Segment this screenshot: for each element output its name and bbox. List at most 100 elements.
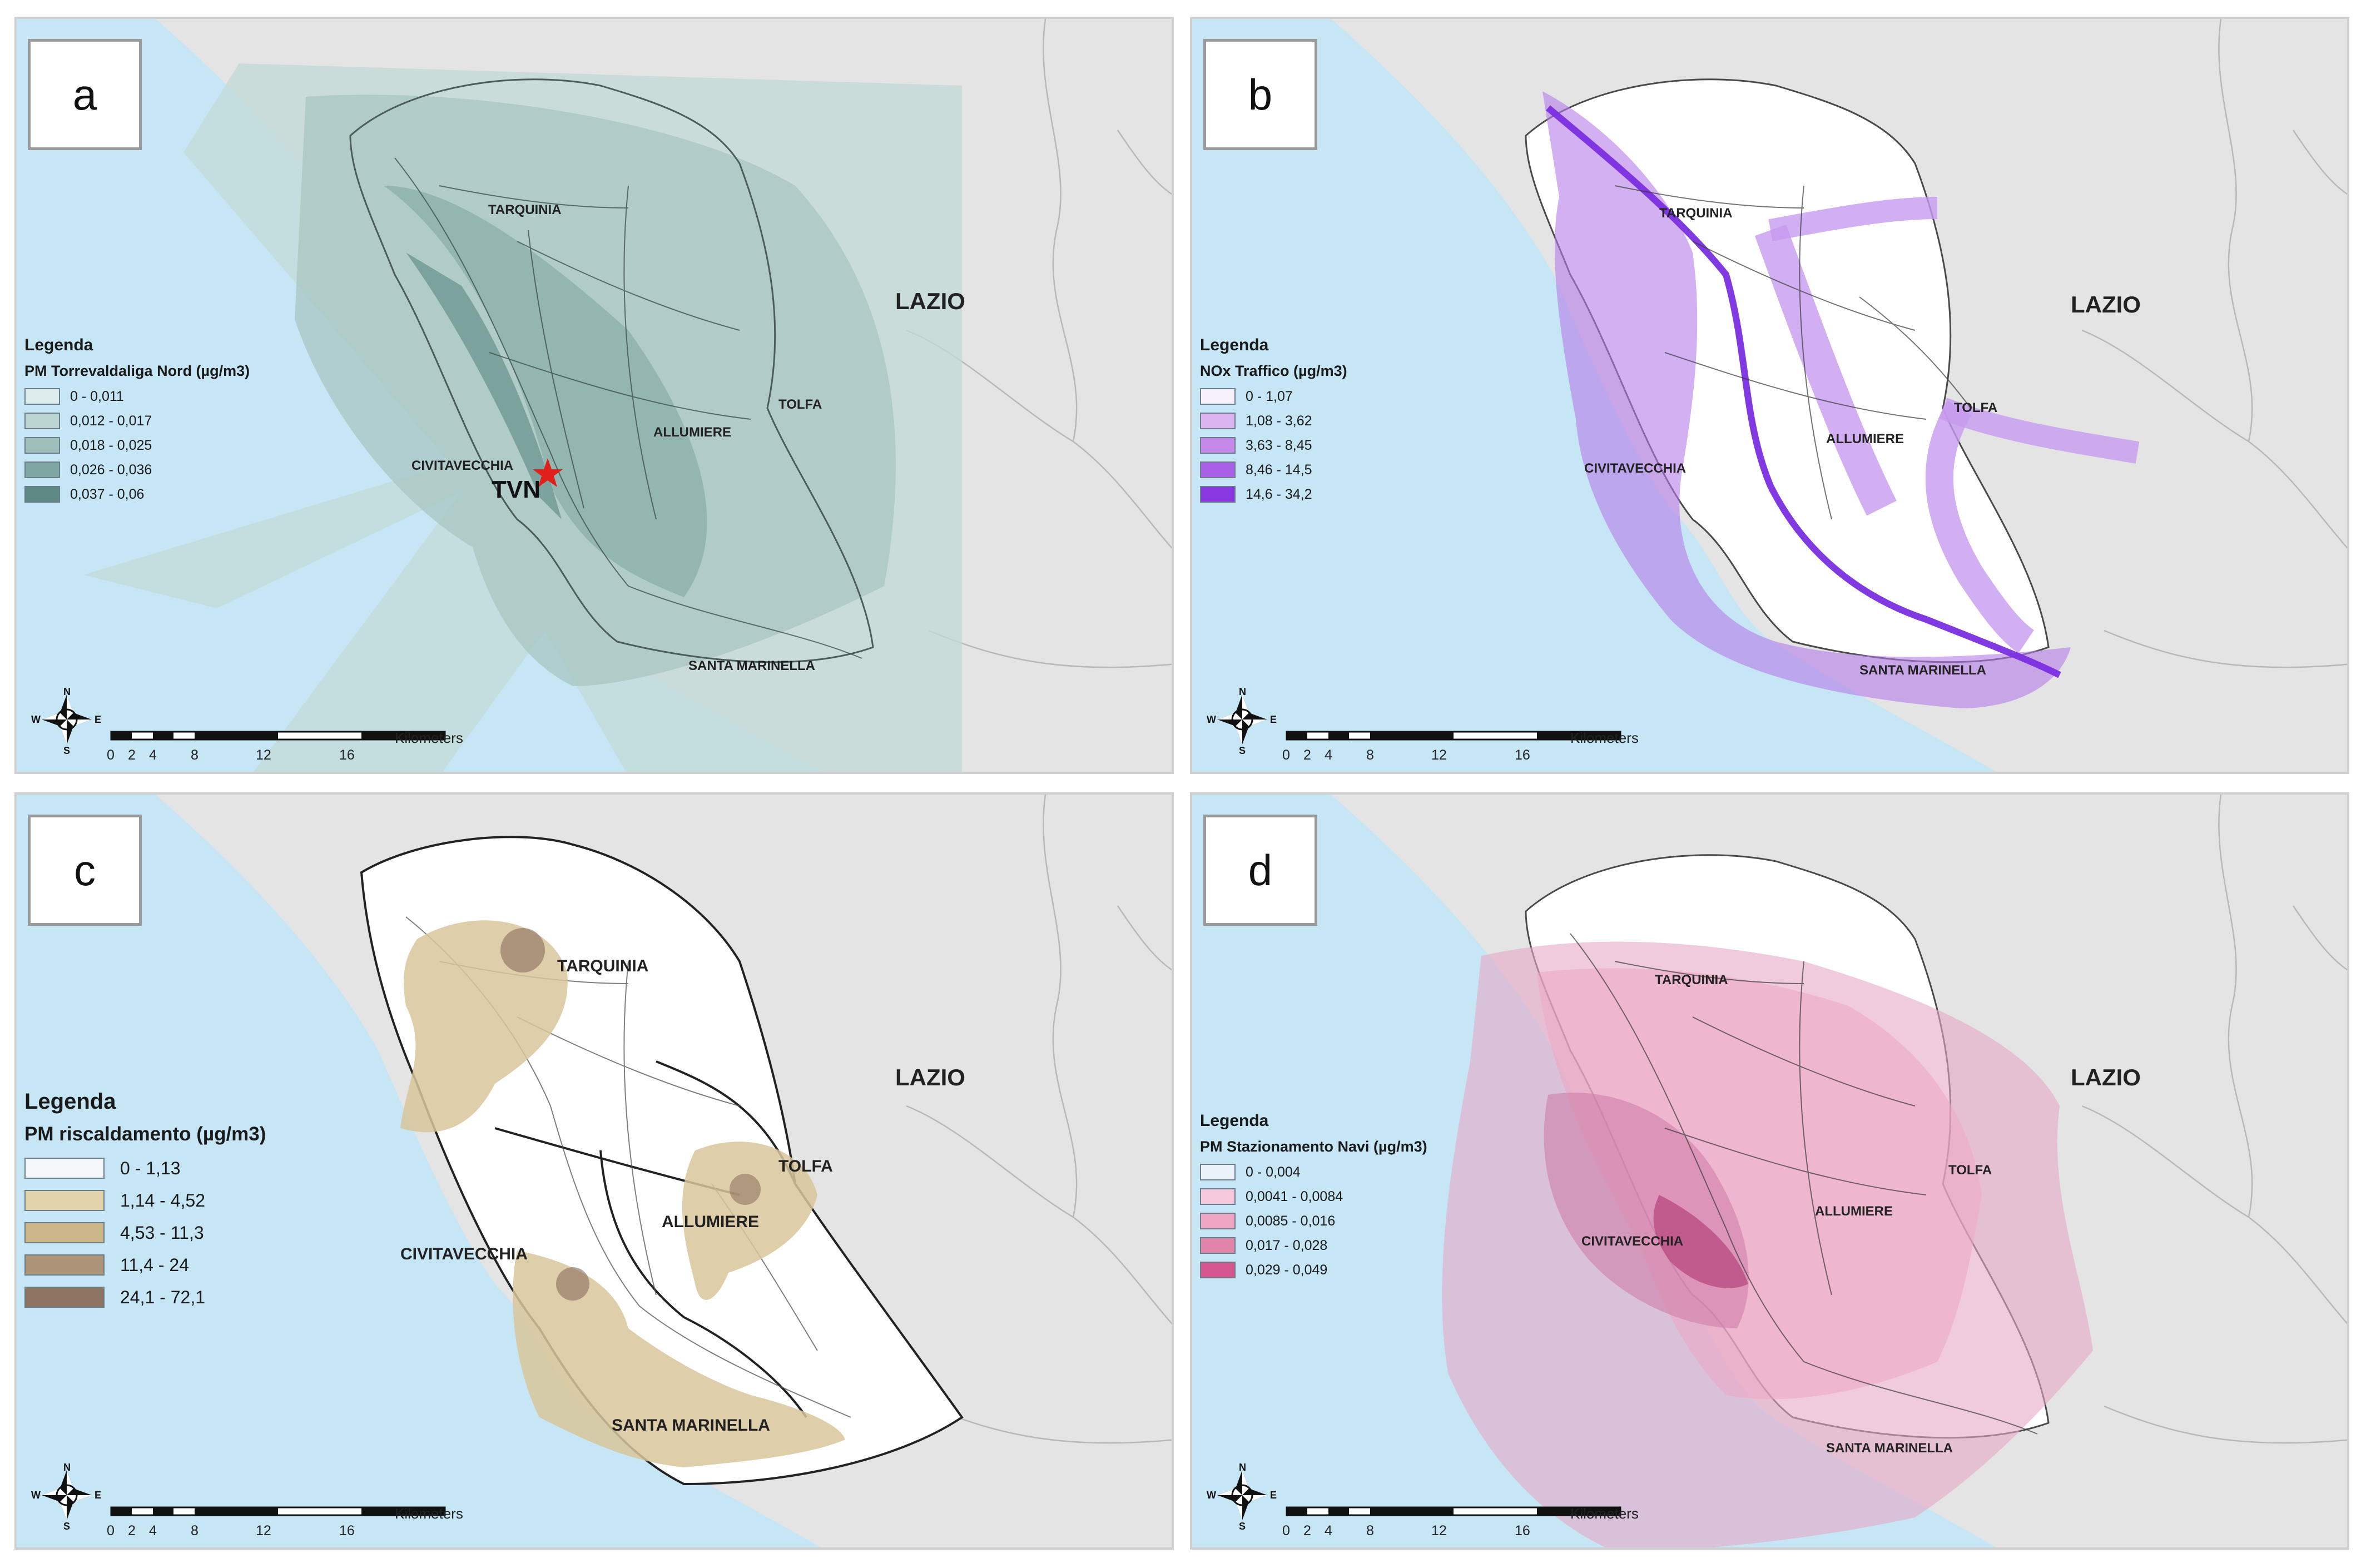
scale-tick: 16	[1515, 747, 1530, 763]
scale-tick: 8	[1366, 747, 1374, 763]
legend-subtitle: PM riscaldamento (µg/m3)	[24, 1123, 266, 1145]
town-label-civitavecchia: CIVITAVECCHIA	[1584, 461, 1687, 476]
legend-row: 24,1 - 72,1	[24, 1281, 266, 1313]
legend-range: 0,0041 - 0,0084	[1246, 1188, 1343, 1204]
tvn-label: TVN	[492, 476, 540, 503]
legend-range: 0,037 - 0,06	[70, 486, 145, 502]
legend-swatch	[1200, 462, 1236, 478]
town-label-civitavecchia: CIVITAVECCHIA	[400, 1245, 528, 1263]
scale-bar	[1286, 731, 1621, 741]
legend-swatch	[24, 462, 60, 478]
map-b-graphic	[1217, 19, 2347, 772]
legend-range: 14,6 - 34,2	[1246, 486, 1312, 502]
legend-swatch	[24, 1222, 105, 1243]
scale-tick: 2	[1303, 747, 1311, 763]
legend-range: 8,46 - 14,5	[1246, 462, 1312, 478]
town-label-tolfa: TOLFA	[1948, 1163, 1992, 1178]
legend-swatch	[24, 1287, 105, 1308]
compass-rose	[42, 1470, 92, 1520]
legend-range: 3,63 - 8,45	[1246, 437, 1312, 453]
town-label-tolfa: TOLFA	[1954, 400, 1998, 415]
legend-title: Legenda	[1200, 336, 1269, 354]
pm-heating-hotspot	[730, 1174, 761, 1205]
scale-tick: 0	[107, 1523, 115, 1539]
compass-s: S	[1239, 745, 1246, 756]
map-panel-a: a LAZIO TARQUINIA CIVITAVECCHIA ALLUMIER…	[14, 17, 1174, 774]
legend: Legenda PM Stazionamento Navi (µg/m3) 0 …	[1200, 1112, 1427, 1282]
scale-tick: 16	[339, 747, 355, 763]
town-label-allumiere: ALLUMIERE	[1815, 1204, 1893, 1219]
scale-tick: 0	[1282, 747, 1290, 763]
town-label-civitavecchia: CIVITAVECCHIA	[411, 458, 514, 473]
legend-row: 0 - 1,13	[24, 1152, 266, 1184]
legend-range: 0,0085 - 0,016	[1246, 1213, 1336, 1229]
legend-row: 0,018 - 0,025	[24, 433, 250, 458]
map-panel-d: d LAZIO TARQUINIA CIVITAVECCHIA ALLUMIER…	[1190, 792, 2349, 1550]
scale-tick: 4	[149, 747, 157, 763]
legend-range: 0,026 - 0,036	[70, 462, 152, 478]
tvn-star-marker	[533, 458, 563, 487]
town-label-santa-marinella: SANTA MARINELLA	[612, 1416, 770, 1435]
legend-range: 1,08 - 3,62	[1246, 413, 1312, 429]
legend-row: 0,029 - 0,049	[1200, 1258, 1427, 1282]
town-label-tarquinia: TARQUINIA	[488, 202, 562, 217]
legend-range: 0 - 1,07	[1246, 388, 1293, 404]
scale-tick: 2	[128, 1523, 136, 1539]
compass-e: E	[95, 714, 102, 725]
legend-range: 0,017 - 0,028	[1246, 1237, 1328, 1253]
province-boundaries	[2081, 19, 2347, 668]
scale-tick: 8	[1366, 1523, 1374, 1539]
legend-row: 0,026 - 0,036	[24, 458, 250, 482]
scale-tick: 12	[256, 1523, 271, 1539]
legend-title: Legenda	[24, 336, 93, 354]
pm-heating-hotspot	[556, 1267, 589, 1301]
legend-swatch	[24, 486, 60, 503]
panel-label: b	[1203, 39, 1317, 150]
road-network	[394, 157, 862, 659]
legend-title: Legenda	[1200, 1112, 1269, 1130]
scale-unit: Kilometers	[395, 730, 463, 746]
region-label: LAZIO	[895, 288, 965, 314]
nox-road-corridor-4	[1768, 197, 1938, 241]
legend-range: 11,4 - 24	[120, 1254, 189, 1275]
scale-bar	[110, 731, 446, 741]
legend-subtitle: PM Stazionamento Navi (µg/m3)	[1200, 1138, 1427, 1155]
compass-w: W	[1207, 714, 1216, 725]
legend-swatch	[1200, 437, 1236, 454]
legend-range: 1,14 - 4,52	[120, 1190, 205, 1210]
compass-s: S	[1239, 1521, 1246, 1532]
legend-row: 0 - 1,07	[1200, 384, 1347, 409]
compass-e: E	[1270, 714, 1277, 725]
town-label-civitavecchia: CIVITAVECCHIA	[1581, 1234, 1684, 1249]
legend-range: 24,1 - 72,1	[120, 1287, 205, 1307]
town-label-santa-marinella: SANTA MARINELLA	[688, 658, 815, 673]
nox-main-road	[1546, 105, 2061, 678]
scale-tick: 12	[256, 747, 271, 763]
scale-tick: 0	[1282, 1523, 1290, 1539]
town-label-allumiere: ALLUMIERE	[1826, 431, 1904, 446]
legend-swatch	[1200, 1164, 1236, 1180]
legend-swatch	[24, 413, 60, 429]
scale-bar	[1286, 1506, 1621, 1516]
town-label-tarquinia: TARQUINIA	[1655, 972, 1728, 988]
scale-tick: 8	[191, 747, 199, 763]
compass-rose	[1217, 694, 1267, 745]
nox-road-corridor-2	[1925, 401, 2035, 653]
road-network	[1614, 185, 1971, 520]
legend-row: 0,017 - 0,028	[1200, 1233, 1427, 1258]
town-label-allumiere: ALLUMIERE	[662, 1213, 759, 1231]
scale-tick: 2	[128, 747, 136, 763]
map-c-graphic	[42, 795, 1172, 1547]
scale-tick: 12	[1431, 1523, 1447, 1539]
region-label: LAZIO	[2071, 1064, 2141, 1090]
legend-swatch	[24, 1158, 105, 1179]
scale-unit: Kilometers	[395, 1505, 463, 1522]
municipality-outline	[349, 78, 874, 663]
town-label-allumiere: ALLUMIERE	[653, 425, 731, 440]
compass-e: E	[1270, 1490, 1277, 1501]
compass-rose	[42, 694, 92, 745]
scale-unit: Kilometers	[1570, 1505, 1639, 1522]
legend-range: 0 - 1,13	[120, 1158, 181, 1178]
panel-label: c	[28, 815, 142, 926]
town-label-tarquinia: TARQUINIA	[1659, 206, 1733, 221]
